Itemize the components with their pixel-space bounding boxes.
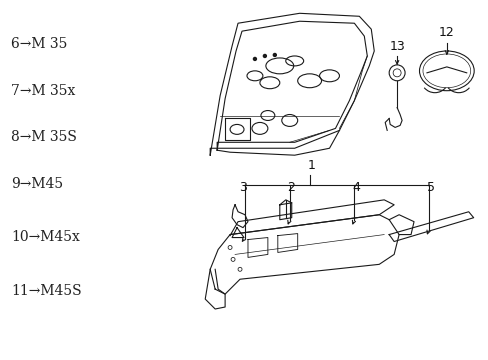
Circle shape (263, 54, 266, 58)
Text: 3: 3 (239, 181, 246, 194)
Text: 11→M45S: 11→M45S (11, 284, 81, 298)
Text: 5: 5 (426, 181, 434, 194)
Text: 9→M45: 9→M45 (11, 176, 63, 190)
Text: 13: 13 (388, 40, 404, 53)
Text: 1: 1 (307, 159, 315, 172)
Circle shape (273, 54, 276, 57)
Circle shape (253, 58, 256, 60)
Text: 4: 4 (352, 181, 360, 194)
Text: 2: 2 (286, 181, 294, 194)
Text: 6→M 35: 6→M 35 (11, 37, 67, 51)
Text: 10→M45x: 10→M45x (11, 230, 80, 244)
Text: 12: 12 (438, 26, 454, 39)
Text: 8→M 35S: 8→M 35S (11, 130, 77, 144)
Text: 7→M 35x: 7→M 35x (11, 84, 75, 98)
